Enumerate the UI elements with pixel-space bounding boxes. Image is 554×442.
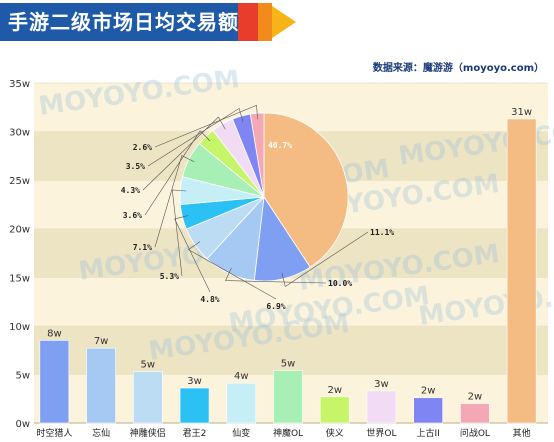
bar: [39, 340, 70, 424]
pie-slice-label: 40.7%: [268, 141, 292, 150]
y-tick-label: 5w: [15, 370, 30, 381]
pie-leader-line: [154, 155, 195, 248]
bar-value-label: 2w: [327, 385, 342, 396]
y-tick-label: 20w: [9, 225, 30, 236]
bar: [460, 403, 490, 424]
pie-leader-line: [225, 267, 327, 284]
x-tick-label: 时空猎人: [36, 427, 72, 439]
pie-leader-line: [281, 231, 369, 288]
pie-leader-line: [174, 215, 211, 293]
x-axis: 时空猎人 忘仙 神雕侠侣 君王2 仙变 神魔OL 侠义 世界OL 上古II 问战OL 其他: [36, 427, 530, 439]
bar-value-label: 7w: [94, 336, 109, 347]
x-tick-label: 侠义: [326, 427, 344, 439]
x-tick-label: 神雕侠侣: [130, 427, 166, 439]
pie-leader-line: [144, 130, 211, 216]
pie-slice-label: 4.3%: [121, 186, 140, 195]
bar: [86, 347, 116, 424]
pie-slice-label: 3.5%: [126, 162, 145, 171]
grid-band: [34, 277, 548, 326]
bars: 8w 7w 5w 3w 4w 5w 2w 3w 2w 2w 31w: [39, 107, 537, 424]
y-tick-label: 10w: [9, 322, 30, 333]
y-tick-label: 0w: [15, 419, 30, 430]
bar: [226, 382, 257, 424]
pie-slice-label: 3.6%: [123, 211, 142, 220]
bar: [413, 397, 443, 424]
x-tick-label: 世界OL: [366, 427, 396, 439]
bar-value-label: 4w: [234, 371, 249, 382]
bar-value-label: 2w: [421, 386, 436, 397]
bar: [366, 390, 397, 424]
bar-value-label: 3w: [374, 379, 389, 390]
pie-slice-label: 7.1%: [133, 243, 152, 252]
bar: [506, 118, 537, 424]
pie-slice-label: 10.0%: [328, 279, 352, 288]
x-tick-label: 君王2: [183, 428, 207, 439]
x-tick-label: 仙变: [232, 427, 250, 439]
pie-chart: 40.7% 11.1% 10.0% 6.9% 4.8% 5.3% 7.1% 3.6% 4.3% 3…: [121, 104, 394, 311]
y-tick-label: 25w: [9, 176, 30, 187]
page-title: 手游二级市场日均交易额: [8, 10, 239, 34]
data-source: 数据来源：魔游游（moyoyo.com）: [372, 63, 544, 74]
bar-value-label: 5w: [141, 360, 156, 371]
pie-leader-line: [154, 104, 258, 148]
pie-slice-label: 6.9%: [266, 302, 285, 311]
pie-leader-line: [147, 107, 244, 167]
pie-slice-label: 5.3%: [160, 272, 179, 281]
bar: [319, 396, 350, 424]
pie-slice-label: 11.1%: [370, 228, 394, 237]
bar-value-label: 3w: [187, 376, 202, 387]
y-tick-label: 35w: [9, 79, 30, 90]
pie-leader-line: [142, 116, 226, 191]
title-banner: [0, 3, 296, 41]
x-tick-label: 忘仙: [92, 427, 110, 439]
x-tick-label: 上古II: [417, 427, 440, 439]
y-tick-label: 15w: [9, 273, 30, 284]
y-tick-label: 30w: [9, 128, 30, 139]
pie-leader-line: [187, 241, 277, 300]
x-tick-label: 其他: [513, 427, 531, 439]
pie-slice-label: 2.6%: [133, 143, 152, 152]
bar-value-label: 8w: [47, 328, 62, 339]
bar: [179, 387, 210, 424]
bar-value-label: 2w: [468, 392, 483, 403]
x-tick-label: 神魔OL: [273, 427, 303, 439]
x-tick-label: 问战OL: [460, 427, 490, 439]
y-axis: 0w 5w 10w 15w 20w 25w 30w 35w: [9, 79, 30, 430]
bar: [133, 371, 163, 424]
bar: [273, 370, 303, 424]
grid-band: [34, 325, 548, 375]
bar-value-label: 5w: [281, 359, 296, 370]
pie-slice-label: 4.8%: [200, 295, 219, 304]
bar-value-label: 31w: [511, 107, 532, 118]
pie-leader-line: [171, 189, 187, 277]
